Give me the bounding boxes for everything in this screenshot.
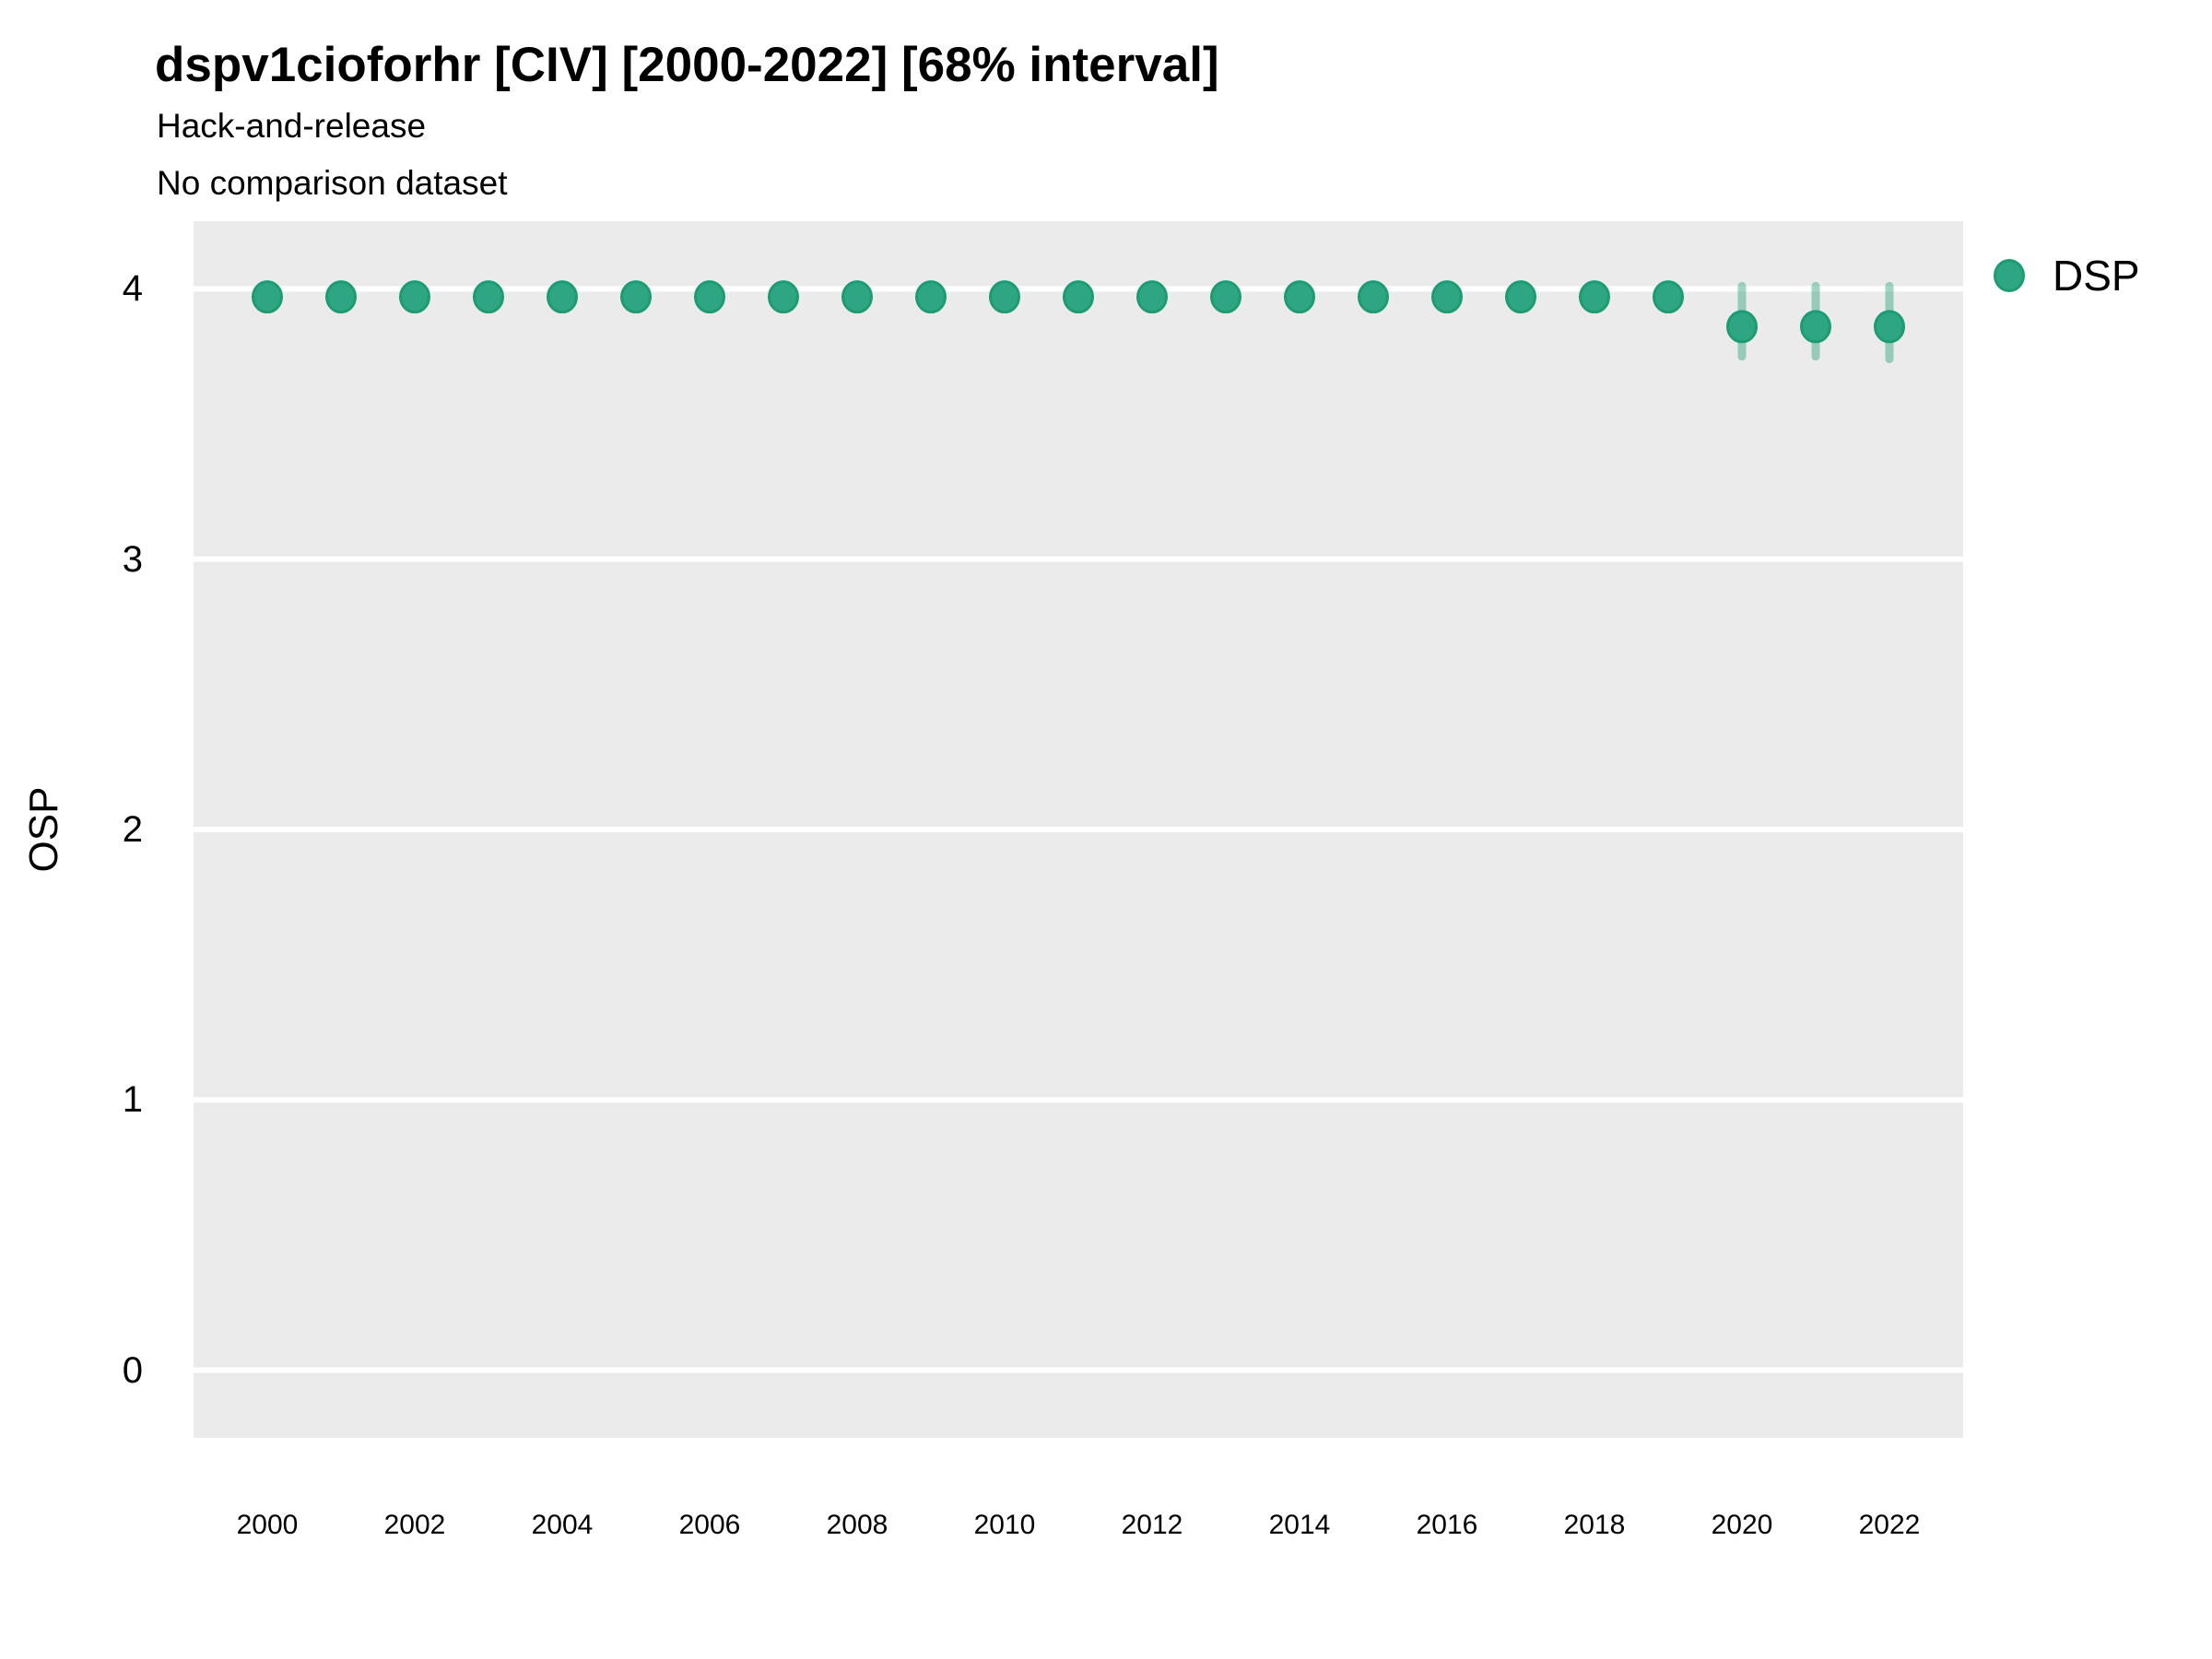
x-tick-label-2020: 2020 — [1711, 1510, 1773, 1540]
data-point-2017 — [1505, 280, 1536, 314]
x-tick-label-2004: 2004 — [531, 1510, 594, 1540]
x-tick-label-2016: 2016 — [1416, 1510, 1478, 1540]
data-point-2018 — [1579, 280, 1610, 314]
data-point-2011 — [1063, 280, 1094, 314]
y-tick-label-2: 2 — [122, 809, 143, 850]
data-point-2008 — [841, 280, 873, 314]
data-point-2010 — [989, 280, 1020, 314]
y-tick-label-3: 3 — [122, 538, 143, 580]
chart-note: No comparison dataset — [157, 164, 508, 202]
gridline-y-0 — [194, 1367, 1963, 1373]
data-point-2012 — [1136, 280, 1168, 314]
gridline-y-2 — [194, 827, 1963, 832]
data-point-2007 — [768, 280, 799, 314]
y-tick-label-4: 4 — [122, 268, 143, 310]
x-tick-label-2018: 2018 — [1563, 1510, 1626, 1540]
data-point-2001 — [325, 280, 357, 314]
data-point-2003 — [473, 280, 504, 314]
y-tick-label-1: 1 — [122, 1079, 143, 1121]
y-axis-title: OSP — [21, 786, 66, 873]
x-tick-label-2012: 2012 — [1121, 1510, 1183, 1540]
plot-canvas — [194, 280, 1963, 1373]
data-point-2016 — [1431, 280, 1463, 314]
data-point-2004 — [547, 280, 578, 314]
x-tick-label-2006: 2006 — [678, 1510, 741, 1540]
legend-point-icon — [1994, 259, 2025, 292]
x-tick-label-2008: 2008 — [826, 1510, 888, 1540]
data-point-2009 — [915, 280, 947, 314]
gridline-y-1 — [194, 1097, 1963, 1103]
x-tick-label-2002: 2002 — [383, 1510, 446, 1540]
plot-panel — [194, 221, 1963, 1438]
legend: DSP — [1994, 254, 2140, 297]
data-point-2005 — [620, 280, 652, 314]
data-point-2006 — [694, 280, 725, 314]
legend-label: DSP — [2053, 252, 2140, 300]
data-point-2015 — [1358, 280, 1389, 314]
y-tick-label-0: 0 — [122, 1349, 143, 1391]
data-point-2000 — [252, 280, 283, 314]
x-tick-label-2000: 2000 — [236, 1510, 299, 1540]
x-tick-label-2014: 2014 — [1268, 1510, 1331, 1540]
data-point-2021 — [1800, 310, 1831, 344]
chart-subtitle: Hack-and-release — [157, 107, 427, 145]
x-tick-label-2022: 2022 — [1858, 1510, 1921, 1540]
data-point-2013 — [1210, 280, 1241, 314]
x-tick-label-2010: 2010 — [973, 1510, 1036, 1540]
data-point-2022 — [1874, 310, 1905, 344]
data-point-2014 — [1284, 280, 1315, 314]
gridline-y-3 — [194, 556, 1963, 562]
chart-title: dspv1cioforhr [CIV] [2000-2022] [68% int… — [155, 38, 1219, 92]
data-point-2019 — [1653, 280, 1684, 314]
data-point-2002 — [399, 280, 430, 314]
data-point-2020 — [1726, 310, 1758, 344]
